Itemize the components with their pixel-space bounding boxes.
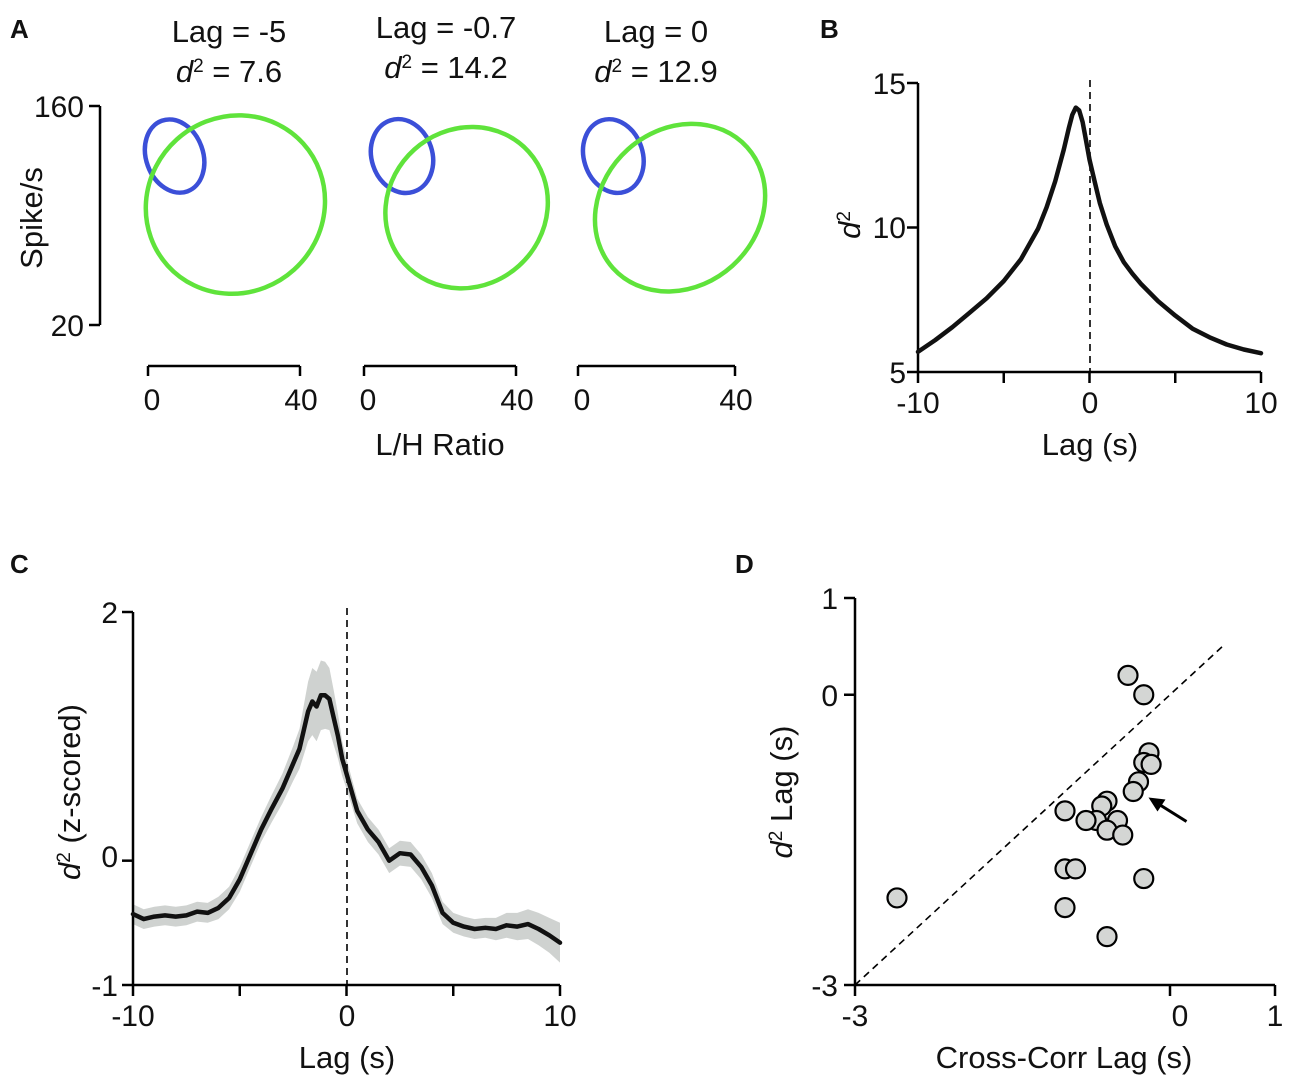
panel-b-ticks (907, 81, 1263, 383)
panel-d-arrow (1148, 797, 1188, 823)
panel-b-ytick-label-5: 5 (889, 357, 906, 390)
panel-c-ytick-label-neg1: -1 (91, 970, 118, 1003)
scatter-point (1054, 896, 1076, 919)
scatter-point (1140, 753, 1162, 776)
panel-c-xtick-label-0: 0 (339, 1000, 356, 1033)
panel-d-ytick-label-1: 1 (821, 583, 838, 616)
inset-1-xtick-label-0: 0 (144, 384, 161, 417)
panel-d-identity-line (854, 645, 1224, 986)
panel-d-xtick-label-neg3: -3 (842, 1000, 869, 1033)
panel-a-xlabel: L/H Ratio (375, 427, 504, 462)
panel-a: A 160 20 Spike/s Lag = -5 d2 = 7.6 0 40 … (10, 10, 768, 462)
panel-c-xtick-label-10: 10 (543, 1000, 576, 1033)
scatter-point (1075, 809, 1097, 832)
panel-d: D 1 0 -3 -3 0 1 Cross-Corr Lag (s) d2 La… (735, 549, 1283, 1075)
panel-d-xlabel: Cross-Corr Lag (s) (936, 1040, 1193, 1075)
panel-b-xtick-label-10: 10 (1244, 387, 1277, 420)
panel-c-xlabel: Lag (s) (299, 1040, 395, 1075)
inset-3-d2-text: d2 = 12.9 (594, 54, 718, 89)
scatter-point (1096, 926, 1118, 948)
inset-3-green-ellipse (592, 121, 768, 294)
inset-1-xtick-label-40: 40 (284, 384, 317, 417)
scatter-point (1133, 867, 1155, 890)
panel-c: C 2 0 -1 -10 0 10 Lag (s) d2 (z-scored) (10, 549, 577, 1075)
inset-1-lag-text: Lag = -5 (172, 14, 287, 49)
panel-a-ytick-label-20: 20 (51, 310, 84, 343)
panel-d-ylabel: d2 Lag (s) (764, 726, 799, 859)
scatter-point (1133, 684, 1155, 706)
inset-3-xtick-label-0: 0 (574, 384, 591, 417)
panel-a-label: A (10, 14, 29, 44)
scatter-point (1117, 664, 1139, 687)
inset-1-blue-ellipse (142, 117, 207, 195)
panel-d-ytick-label-neg3: -3 (811, 970, 838, 1003)
panel-c-ytick-label-2: 2 (101, 597, 118, 630)
inset-2-green-ellipse (383, 124, 551, 291)
inset-1-green-ellipse (143, 113, 328, 297)
panel-b-xtick-label-0: 0 (1082, 387, 1099, 420)
inset-2-xtick-label-0: 0 (360, 384, 377, 417)
inset-3-lag-text: Lag = 0 (604, 14, 708, 49)
inset-3-xtick-label-40: 40 (719, 384, 752, 417)
inset-1-d2-text: d2 = 7.6 (176, 54, 282, 89)
scatter-point (1064, 858, 1087, 880)
inset-2-d2-text: d2 = 14.2 (384, 50, 508, 85)
panel-a-ytick-label-160: 160 (34, 91, 84, 124)
panel-a-ylabel: Spike/s (14, 167, 49, 269)
panel-a-inset-2: Lag = -0.7 d2 = 14.2 0 40 (360, 10, 551, 417)
inset-2-blue-ellipse (368, 116, 436, 196)
panel-b: B 15 10 5 -10 0 10 Lag (s) d2 (820, 14, 1278, 462)
inset-3-blue-ellipse (580, 116, 646, 196)
panel-c-mean-curve (130, 693, 563, 945)
panel-b-label: B (820, 14, 839, 44)
panel-c-xtick-label-neg10: -10 (111, 1000, 154, 1033)
panel-d-xtick-label-0: 0 (1172, 1000, 1189, 1033)
panel-d-xtick-label-1: 1 (1267, 1000, 1284, 1033)
panel-c-error-band (133, 660, 560, 963)
panel-b-ytick-label-10: 10 (873, 212, 906, 245)
panel-a-inset-1: Lag = -5 d2 = 7.6 0 40 (142, 14, 328, 417)
inset-2-xtick-label-40: 40 (500, 384, 533, 417)
panel-b-d2-curve (915, 105, 1264, 356)
panel-b-ylabel: d2 (832, 211, 867, 239)
arrow-head (1148, 797, 1166, 812)
panel-c-ytick-label-0: 0 (101, 841, 118, 874)
panel-d-ticks (844, 596, 1277, 996)
scatter-point (1122, 780, 1144, 803)
panel-c-label: C (10, 549, 29, 579)
panel-d-label: D (735, 549, 754, 579)
panel-b-ytick-label-15: 15 (873, 68, 906, 101)
panel-a-inset-3: Lag = 0 d2 = 12.9 0 40 (574, 14, 768, 417)
panel-c-ticks (122, 610, 562, 996)
panel-d-points (886, 664, 1162, 948)
panel-c-ylabel: d2 (z-scored) (52, 704, 87, 880)
panel-b-xlabel: Lag (s) (1042, 427, 1138, 462)
scatter-point (1112, 824, 1134, 846)
scatter-point (1054, 800, 1076, 822)
scatter-point (886, 887, 908, 909)
panel-b-xtick-label-neg10: -10 (896, 387, 939, 420)
inset-2-lag-text: Lag = -0.7 (376, 10, 516, 45)
panel-d-ytick-label-0: 0 (821, 680, 838, 713)
